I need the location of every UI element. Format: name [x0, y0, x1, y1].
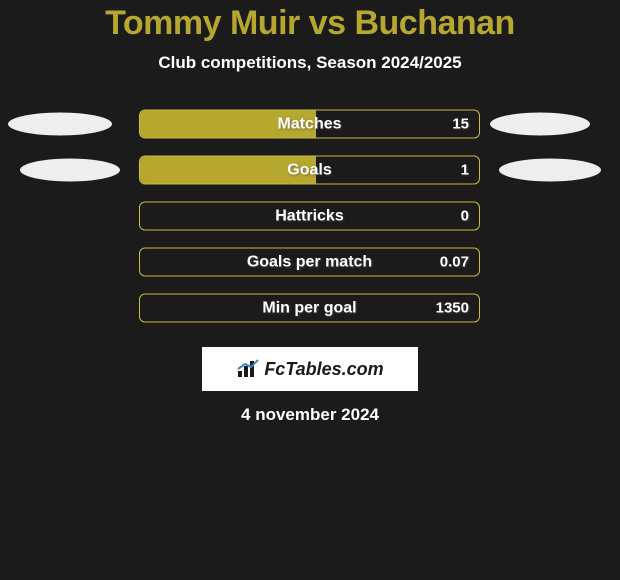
stat-label: Matches — [140, 111, 479, 138]
fctables-logo: FcTables.com — [202, 347, 418, 391]
stat-bar-track: Hattricks0 — [139, 202, 480, 231]
player-ellipse-right — [499, 159, 601, 182]
logo-text: FcTables.com — [264, 359, 383, 380]
stat-bar-track: Matches15 — [139, 110, 480, 139]
stat-row: Goals1 — [0, 147, 620, 193]
stat-row: Goals per match0.07 — [0, 239, 620, 285]
footer-date: 4 november 2024 — [0, 405, 620, 425]
stat-row: Hattricks0 — [0, 193, 620, 239]
page-subtitle: Club competitions, Season 2024/2025 — [0, 53, 620, 73]
stat-value: 1350 — [436, 295, 469, 322]
stat-row: Matches15 — [0, 101, 620, 147]
stat-label: Goals per match — [140, 249, 479, 276]
stat-bar-track: Goals1 — [139, 156, 480, 185]
bar-chart-icon — [236, 359, 260, 379]
stat-bar-track: Goals per match0.07 — [139, 248, 480, 277]
stat-label: Hattricks — [140, 203, 479, 230]
player-ellipse-left — [8, 113, 112, 136]
stat-label: Goals — [140, 157, 479, 184]
stat-value: 0.07 — [440, 249, 469, 276]
stat-value: 15 — [452, 111, 469, 138]
stat-value: 0 — [461, 203, 469, 230]
stat-value: 1 — [461, 157, 469, 184]
page-title: Tommy Muir vs Buchanan — [0, 4, 620, 43]
player-ellipse-right — [490, 113, 590, 136]
stats-chart: Matches15 Goals1 Hattricks0 Goals per match… — [0, 101, 620, 331]
stat-bar-track: Min per goal1350 — [139, 294, 480, 323]
stat-label: Min per goal — [140, 295, 479, 322]
player-ellipse-left — [20, 159, 120, 182]
stat-row: Min per goal1350 — [0, 285, 620, 331]
